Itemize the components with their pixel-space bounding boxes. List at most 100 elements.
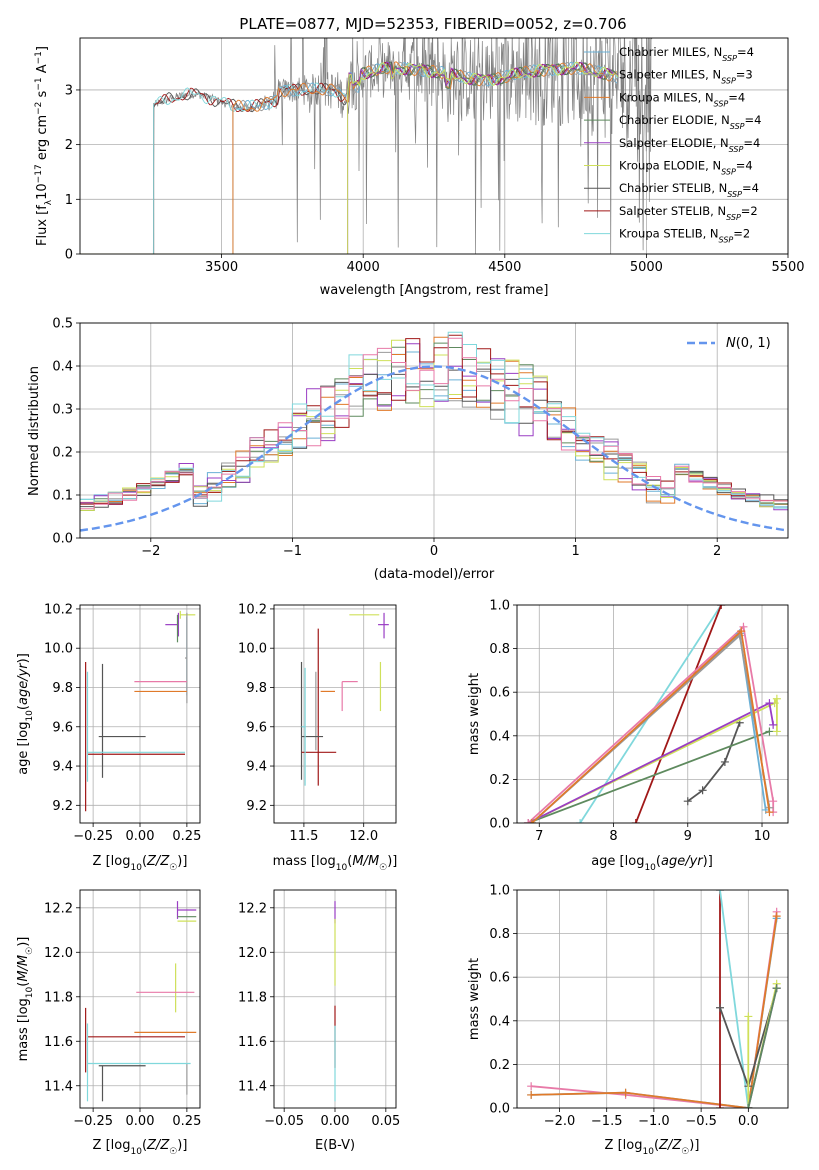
x-tick-label: 0.25 [172,829,201,844]
x-tick-label: 0.25 [172,1114,201,1129]
y-tick-label: 0 [65,248,73,263]
y-tick-label: 0.8 [489,927,510,942]
y-tick-label: 1 [65,193,73,208]
x-tick-label: 4000 [347,260,380,275]
weight-marker-kroupa_elodie [772,694,781,703]
x-tick-label: 5500 [771,260,804,275]
y-tick-label: 11.6 [44,1035,73,1050]
y-tick-label: 12.2 [238,901,267,916]
y-axis-label: mass [log10(M/M☉)] [16,937,35,1062]
weight-marker-salpeter_stelib [717,605,726,609]
y-tick-label: 9.8 [52,681,73,696]
x-tick-label: 8 [609,829,617,844]
x-tick-label: −0.05 [264,1114,304,1129]
x-tick-label: −0.25 [73,829,113,844]
weight-marker-pink [739,622,748,631]
weight-marker-salpeter_elodie [765,699,774,708]
plot-area [80,331,788,532]
y-tick-label: 10.0 [238,642,267,657]
y-tick-label: 0.4 [489,729,510,744]
x-tick-label: 11.5 [289,829,318,844]
legend-entry: Chabrier ELODIE, NSSP=4 [584,113,761,131]
figure-title: PLATE=0877, MJD=52353, FIBERID=0052, z=0… [239,15,626,33]
y-tick-label: 0.8 [489,642,510,657]
weight-marker-kroupa_elodie [744,1012,753,1021]
legend-label: Salpeter STELIB, NSSP=2 [619,204,758,222]
legend-label: Salpeter ELODIE, NSSP=4 [619,136,760,154]
axes-frame [516,889,789,1109]
weight-marker-salpeter_stelib [631,819,640,823]
chart-mass_vs_z: −0.25 0.00 0.25 11.4 11.6 11.8 12.0 12.2 Z [log1… [16,889,201,1157]
x-tick-label: −1.5 [591,1114,623,1129]
legend-label: Chabrier MILES, NSSP=4 [619,45,754,63]
weight-line-chabrier_elodie [527,730,770,823]
plot-area [85,901,197,1102]
weight-marker-kroupa_miles [737,627,746,636]
axes-frame [273,889,397,1109]
axes-frame [516,604,789,824]
y-tick-label: 0.6 [489,686,510,701]
y-axis-label: age [log10(age/yr)] [16,653,35,775]
y-tick-label: 0.5 [52,317,73,332]
weight-marker-kroupa_miles [765,808,774,817]
x-tick-label: 1 [571,544,579,559]
chart-weight_vs_z: −2.0 −1.5 −1.0 −0.5 0.0 0.0 0.2 0.4 0.6 0.8 1.0 Z [… [467,884,789,1157]
x-tick-label: −2.0 [544,1114,576,1129]
weight-line-chabrier_stelib [687,722,741,802]
y-tick-label: 0.2 [489,1058,510,1073]
axes-frame [79,37,789,255]
y-tick-label: 0.0 [489,817,510,832]
x-tick-label: 4500 [488,260,521,275]
y-tick-label: 0.2 [489,773,510,788]
weight-marker-chabrier_elodie [744,1104,753,1108]
weight-marker-chabrier_stelib [716,1003,725,1012]
axes-frame [79,322,789,539]
weight-line-chabrier_miles [531,631,767,823]
plot-area [527,890,781,1108]
chart-mass_vs_ebv: −0.05 0.00 0.05 11.4 11.6 11.8 12.0 12.2 E(B-V) [238,889,400,1153]
y-tick-label: 10.2 [238,602,267,617]
axes-frame [79,604,201,824]
x-axis-label: Z [log10(Z/Z☉)] [605,1138,700,1157]
weight-marker-chabrier_stelib [720,757,729,766]
model-spectrum-salpeter_miles [80,61,618,254]
y-tick-label: 1.0 [489,884,510,899]
y-tick-label: 0.3 [52,403,73,418]
legend-entry: Chabrier MILES, NSSP=4 [584,45,754,63]
weight-marker-kroupa_miles [527,1090,536,1099]
weight-line-salpeter_stelib [634,605,723,823]
y-tick-label: 2 [65,138,73,153]
legend-label: Kroupa ELODIE, NSSP=4 [619,159,753,177]
y-tick-label: 11.4 [238,1079,267,1094]
y-tick-label: 0.0 [52,532,73,547]
chart-age_vs_z: −0.25 0.00 0.25 9.2 9.4 9.6 9.8 10.0 10.2 Z [log1… [16,602,201,873]
x-tick-label: 0 [430,544,438,559]
legend-entry: Kroupa ELODIE, NSSP=4 [584,159,753,177]
y-tick-label: 10.0 [44,642,73,657]
x-axis-label: age [log10(age/yr)] [591,854,713,873]
y-tick-label: 0.1 [52,489,73,504]
chart-weight_vs_age: 7 8 9 10 0.0 0.2 0.4 0.6 0.8 1.0 age [log10(age/yr… [467,599,789,873]
y-tick-label: 11.4 [44,1079,73,1094]
plot-area [524,605,781,823]
model-spectrum-chabrier_elodie [80,61,619,254]
x-tick-label: 0.00 [126,1114,155,1129]
y-tick-label: 0.4 [489,1014,510,1029]
weight-marker-chabrier_stelib [698,786,707,795]
weight-line-salpeter_miles [531,633,771,823]
normal-curve [80,365,788,532]
x-tick-label: 2 [713,544,721,559]
chart-age_vs_mass: 11.5 12.0 9.2 9.4 9.6 9.8 10.0 10.2 mass [log10(… [238,602,397,873]
model-spectrum-chabrier_miles [80,61,618,254]
y-tick-label: 1.0 [489,599,510,614]
y-tick-label: 11.8 [238,990,267,1005]
legend-entry: Kroupa MILES, NSSP=4 [584,90,745,108]
model-spectrum-kroupa_stelib [80,61,618,254]
plot-area [300,612,389,786]
x-tick-label: 9 [684,829,692,844]
y-axis-label: Normed distribution [27,366,42,496]
x-axis-label: mass [log10(M/M☉)] [273,854,398,873]
x-tick-label: 10 [754,829,771,844]
y-tick-label: 9.4 [52,760,73,775]
